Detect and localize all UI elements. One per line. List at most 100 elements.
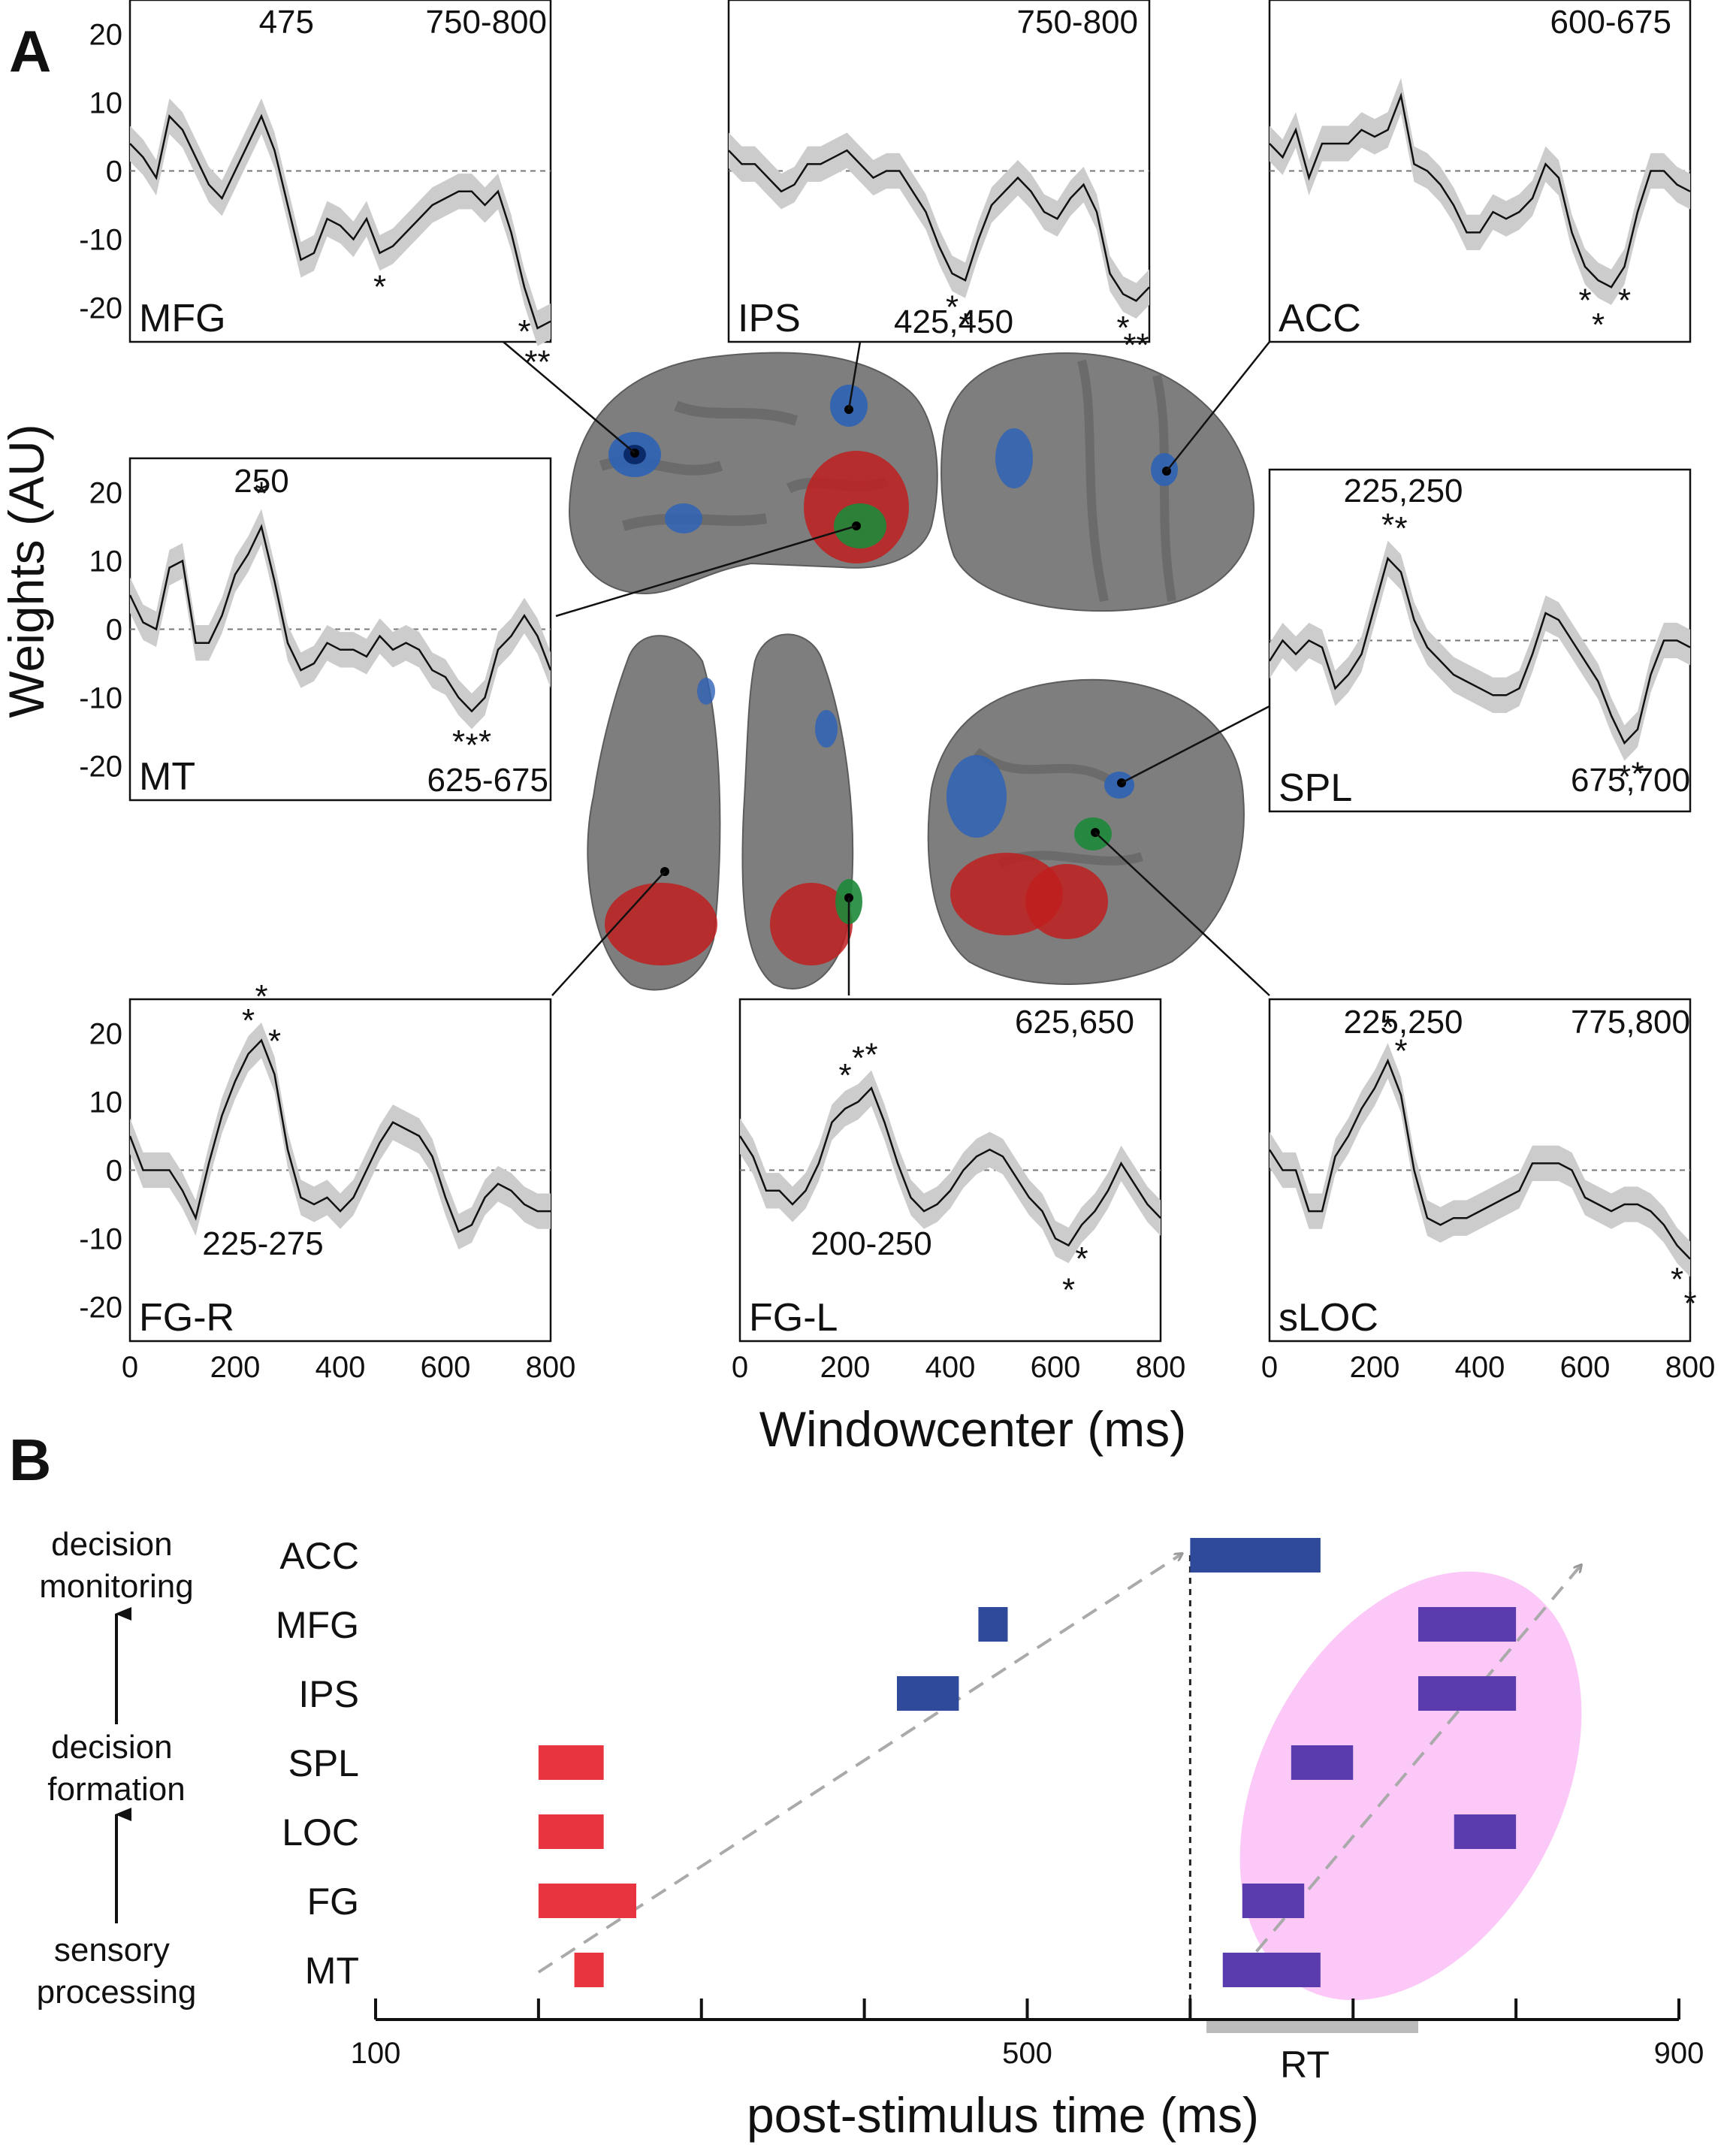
x-tick-fg-l-2: 400 [925,1351,976,1384]
stage-label-sensory: sensory processing [37,1932,197,2011]
region-label-mfg: MFG [139,297,226,340]
annotation-ips-0: 750-800 [1017,4,1138,41]
stage-label-monitoring: decision monitoring [39,1526,193,1605]
row-label-spl: SPL [288,1742,359,1784]
x-tick-sloc-4: 800 [1665,1351,1716,1384]
early-bar-mt [574,1953,604,1987]
late-bar-loc [1454,1814,1517,1849]
leader-lines [503,341,1270,996]
series-line-sloc [1268,1058,1691,1260]
timeline-bars [538,1538,1517,1987]
x-tick-sloc-1: 200 [1350,1351,1400,1384]
ribbon-mt [130,509,551,730]
timeline-chart: RT ACC MFG IPS SPL LOC FG MT 100 500 900 post-sti… [276,1535,1704,2143]
brain-ventral [587,633,862,991]
x-tick-fg-r-1: 200 [210,1351,261,1384]
star-mfg-2: ** [524,343,550,380]
x-tick-fg-r-2: 400 [315,1351,366,1384]
leader-line-mfg [503,341,636,454]
annotation-mfg-0: 475 [259,4,314,41]
row-label-loc: LOC [282,1811,359,1853]
y-tick-mt-4: -20 [79,751,122,784]
time-axis-label-2: 900 [1654,2037,1704,2070]
y-tick-mfg-0: 20 [89,19,123,52]
region-label-mt: MT [139,755,195,799]
series-line-mt [128,524,552,713]
star-acc-1: * [1592,307,1605,343]
late-bar-spl [1291,1745,1354,1780]
leader-line-sloc [1094,832,1270,996]
annotation-sloc-1: 775,800 [1571,1004,1690,1041]
annotation-spl-0: 225,250 [1343,473,1463,509]
early-bar-loc [538,1814,604,1849]
region-label-fg-r: FG-R [139,1296,234,1340]
y-tick-mt-0: 20 [89,477,123,510]
ribbon-fg-l [740,1070,1161,1264]
star-fg-l-1: * [852,1040,865,1077]
y-tick-fg-r-2: 0 [106,1155,122,1188]
series-line-fg-l [738,1086,1161,1247]
annotation-mfg-1: 750-800 [426,4,547,41]
annotation-fg-l-1: 200-250 [811,1225,931,1262]
rt-bar [1206,2020,1418,2033]
panel-a-letter: A [9,18,51,84]
region-labels: ACC MFG IPS SPL LOC FG MT [276,1535,359,1992]
star-mt-2: * [465,727,478,763]
rt-label: RT [1280,2044,1330,2086]
star-sloc-0: * [1381,1009,1394,1046]
star-fg-l-0: * [838,1057,851,1094]
decision-bar-mfg [978,1607,1008,1642]
stage-label-sensory-line2: processing [37,1974,197,2011]
x-tick-fg-r-0: 0 [122,1351,138,1384]
region-label-acc: ACC [1279,297,1361,340]
region-label-spl: SPL [1279,766,1352,810]
star-ips-2: * [1116,310,1129,346]
ribbon-sloc [1270,1043,1690,1277]
leader-line-fg-r [551,871,666,996]
star-mfg-1: * [518,313,530,350]
late-bar-fg [1242,1884,1305,1918]
star-mt-3: * [479,724,491,760]
y-tick-mt-1: 10 [89,545,123,579]
panel-a-xlabel: Windowcenter (ms) [759,1401,1186,1457]
star-fg-l-2: * [865,1037,877,1074]
brain-renderings [568,352,1255,991]
late-bar-ips [1418,1676,1517,1711]
annotation-mt-0: 250 [234,463,288,500]
time-axis-label-1: 500 [1002,2037,1052,2070]
y-tick-fg-r-3: -10 [79,1223,122,1256]
series-line-fg-r [128,1038,551,1234]
leader-line-ips [847,341,862,410]
arrow-sensory-to-decision [537,1554,1182,1974]
time-axis: 100 500 900 post-stimulus time (ms) [351,1998,1704,2143]
stage-label-formation-line1: decision [51,1729,172,1766]
rt-range: RT [1188,1555,1418,2086]
star-mfg-0: * [373,268,386,305]
star-spl-3: * [1631,755,1644,792]
time-axis-label-0: 100 [351,2037,401,2070]
annotation-spl-1: 675,700 [1571,762,1690,799]
panel-a-ylabel: Weights (AU) [0,424,54,718]
x-tick-sloc-0: 0 [1261,1351,1278,1384]
y-tick-fg-r-4: -20 [79,1292,122,1325]
stage-label-formation-line2: formation [47,1771,185,1808]
star-spl-2: * [1618,759,1631,796]
late-bar-mt [1222,1953,1321,1987]
star-sloc-3: * [1683,1285,1696,1322]
series-line-mfg [129,113,551,330]
x-tick-fg-l-3: 600 [1031,1351,1081,1384]
y-tick-mfg-2: 0 [106,156,122,189]
series-line-acc [1269,92,1691,289]
y-tick-fg-r-0: 20 [89,1018,123,1051]
series-line-spl [1268,556,1691,745]
star-sloc-1: * [1394,1033,1407,1070]
star-ips-1: * [959,307,971,343]
star-mt-1: * [452,724,465,760]
brain-lateral-left [568,352,938,595]
